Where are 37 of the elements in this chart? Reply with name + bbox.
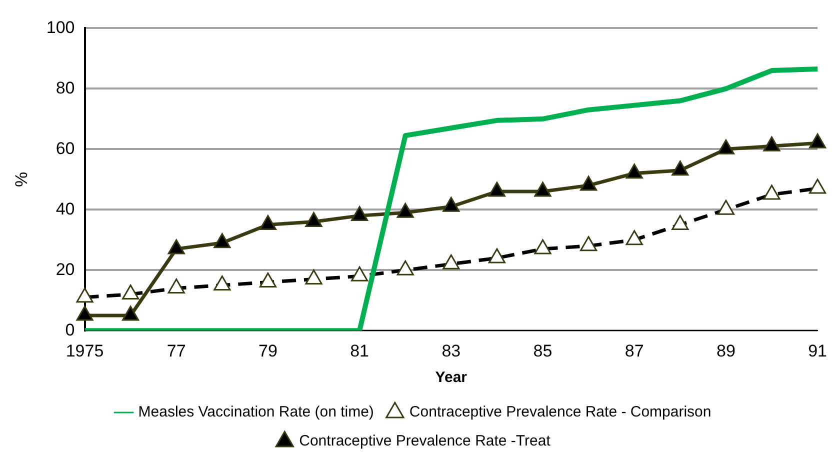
x-tick-label: 91 bbox=[808, 341, 828, 360]
x-tick-label: 83 bbox=[442, 341, 461, 360]
y-tick-label: 40 bbox=[56, 199, 75, 218]
y-tick-label: 0 bbox=[65, 320, 75, 340]
y-tick-label: 80 bbox=[56, 78, 75, 98]
x-tick-label: 79 bbox=[258, 341, 278, 360]
point bbox=[259, 215, 277, 230]
point bbox=[488, 182, 506, 197]
point bbox=[122, 306, 140, 321]
y-tick-label: 60 bbox=[56, 138, 75, 158]
y-tick-label: 20 bbox=[56, 260, 75, 279]
x-axis-title: Year bbox=[435, 369, 468, 386]
x-tick-label: 81 bbox=[350, 341, 370, 360]
x-tick-label: 87 bbox=[624, 341, 644, 360]
x-tick-label: 89 bbox=[716, 341, 736, 360]
point bbox=[580, 176, 598, 191]
point bbox=[214, 233, 231, 248]
point bbox=[396, 202, 414, 218]
legend-label: Measles Vaccination Rate (on time) bbox=[138, 404, 374, 421]
point bbox=[305, 212, 322, 227]
point bbox=[76, 306, 94, 321]
legend-label: Contraceptive Prevalence Rate -Treat bbox=[299, 432, 552, 450]
x-tick-label: 1975 bbox=[66, 341, 104, 360]
point bbox=[809, 133, 826, 148]
point bbox=[351, 206, 368, 221]
y-axis-title: % bbox=[12, 172, 31, 187]
x-tick-label: 77 bbox=[166, 341, 186, 360]
point bbox=[763, 136, 780, 152]
x-tick-label: 85 bbox=[533, 341, 552, 360]
point bbox=[717, 139, 734, 154]
point bbox=[534, 182, 552, 197]
y-tick-label: 100 bbox=[46, 18, 75, 37]
point bbox=[168, 239, 185, 254]
point bbox=[626, 164, 643, 179]
point bbox=[672, 160, 689, 176]
legend-label: Contraceptive Prevalence Rate - Comparison bbox=[409, 404, 712, 421]
point bbox=[442, 196, 460, 212]
